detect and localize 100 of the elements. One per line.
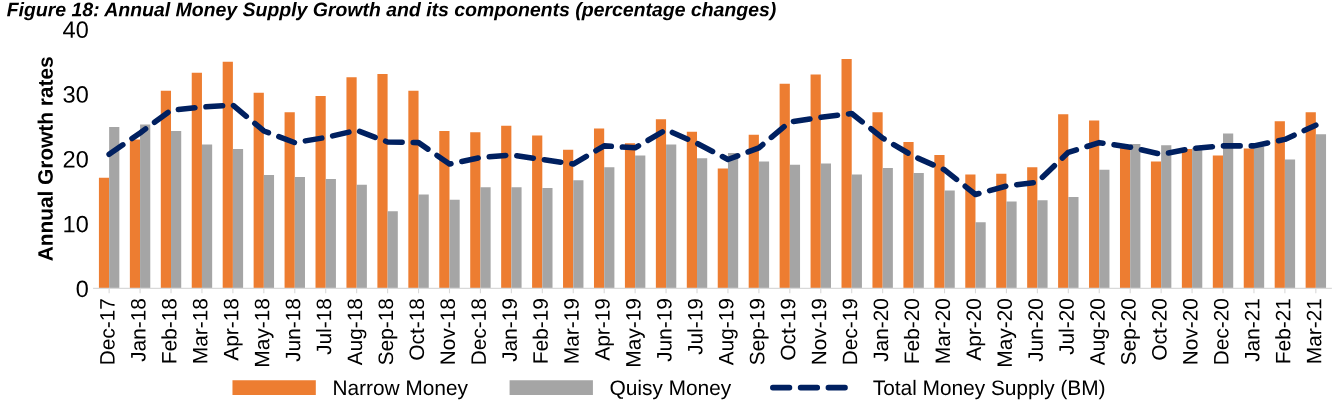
bar: [624, 143, 636, 289]
bar: [284, 112, 295, 289]
bar: [1089, 120, 1100, 289]
legend-label: Total Money Supply (BM): [873, 379, 1105, 400]
bar: [377, 73, 388, 289]
bar: [439, 130, 450, 289]
y-tick-label: 40: [63, 21, 88, 39]
x-tick-label: Apr-20: [966, 298, 986, 361]
x-tick-label: Nov-18: [440, 299, 456, 364]
x-tick-label: May-18: [254, 299, 274, 366]
bar: [191, 72, 202, 289]
x-tick-label: Aug-19: [718, 299, 738, 366]
x-tick-label: Jan-20: [873, 298, 889, 362]
x-tick-label: Jul-18: [316, 299, 332, 355]
bar: [635, 155, 646, 289]
bar: [315, 95, 326, 289]
chart-title: Figure 18: Annual Money Supply Growth and its components (percentage changes): [7, 2, 776, 21]
bar: [1006, 201, 1017, 289]
x-tick-label: Jun-20: [1028, 298, 1043, 362]
bar: [98, 177, 110, 289]
bar: [201, 144, 213, 289]
bar: [408, 90, 419, 289]
bar: [356, 184, 367, 289]
x-tick-label: Mar-20: [935, 298, 951, 363]
bar: [934, 154, 945, 289]
x-tick-label: Nov-19: [811, 299, 827, 364]
bar: [325, 178, 336, 289]
bar: [779, 83, 790, 289]
bar: [697, 158, 708, 289]
bar: [501, 125, 512, 289]
bar: [129, 139, 141, 289]
bar: [1243, 148, 1254, 289]
x-tick-label: Jun-18: [285, 299, 301, 362]
bar: [758, 161, 770, 289]
x-tick-label: Jan-21: [1244, 299, 1260, 362]
bar: [903, 141, 914, 289]
bar: [1130, 143, 1141, 289]
bar: [996, 173, 1007, 289]
bar: [1037, 200, 1048, 289]
bar: [1099, 169, 1110, 289]
bar: [1150, 161, 1162, 289]
bar: [346, 77, 357, 289]
bar: [160, 90, 172, 289]
bar: [727, 153, 739, 289]
x-tick-label: Feb-21: [1275, 299, 1291, 363]
bar: [263, 175, 275, 289]
y-tick-label: 30: [63, 86, 88, 103]
bar: [511, 187, 522, 289]
x-tick-label: Dec-18: [471, 299, 487, 364]
x-tick-label: Sep-18: [378, 299, 398, 365]
x-tick-label: Mar-19: [564, 299, 579, 363]
y-tick-label: 20: [63, 150, 88, 168]
bar: [1068, 197, 1079, 289]
bar: [686, 131, 698, 289]
x-tick-label: Oct-20: [1151, 298, 1167, 360]
x-tick-label: May-20: [997, 298, 1017, 366]
bar: [820, 163, 831, 289]
x-tick-label: Apr-18: [223, 299, 243, 361]
y-tick-label: 0: [76, 280, 88, 298]
bar: [109, 127, 120, 289]
bar: [563, 149, 574, 289]
x-tick-label: Jun-19: [656, 299, 672, 362]
bar: [975, 222, 986, 289]
bar: [542, 188, 553, 289]
bar: [449, 199, 460, 289]
bar: [140, 124, 151, 289]
x-tick-label: May-19: [625, 299, 645, 366]
bar: [944, 190, 955, 289]
bar: [655, 119, 667, 289]
bar: [232, 149, 244, 289]
legend-label: Narrow Money: [334, 380, 468, 400]
bar: [418, 194, 429, 289]
bar: [913, 173, 924, 289]
bar: [1192, 147, 1203, 289]
bar: [965, 174, 976, 289]
x-tick-label: Aug-18: [347, 299, 367, 366]
bar: [1058, 114, 1069, 289]
bar: [387, 211, 398, 289]
bar: [253, 92, 264, 289]
bar: [593, 128, 605, 289]
bar: [1274, 121, 1285, 289]
bar: [532, 135, 543, 289]
x-tick-label: Sep-19: [749, 299, 769, 365]
bar: [666, 144, 677, 289]
bar: [470, 132, 481, 289]
bar: [748, 134, 759, 289]
x-tick-label: Feb-18: [161, 299, 177, 363]
x-tick-label: Mar-21: [1306, 299, 1322, 363]
x-tick-label: Jul-20: [1058, 298, 1074, 355]
x-tick-label: Oct-18: [409, 299, 425, 360]
x-tick-label: Dec-19: [842, 299, 858, 364]
bar: [480, 187, 491, 289]
x-tick-label: Dec-20: [1213, 298, 1229, 364]
bar: [1223, 133, 1234, 289]
y-tick-label: 10: [64, 215, 88, 233]
bar: [789, 164, 801, 289]
bar: [1027, 167, 1038, 289]
legend-label: Quisy Money: [610, 379, 732, 400]
x-tick-label: Sep-20: [1121, 298, 1140, 365]
x-tick-label: Jan-19: [502, 299, 517, 362]
